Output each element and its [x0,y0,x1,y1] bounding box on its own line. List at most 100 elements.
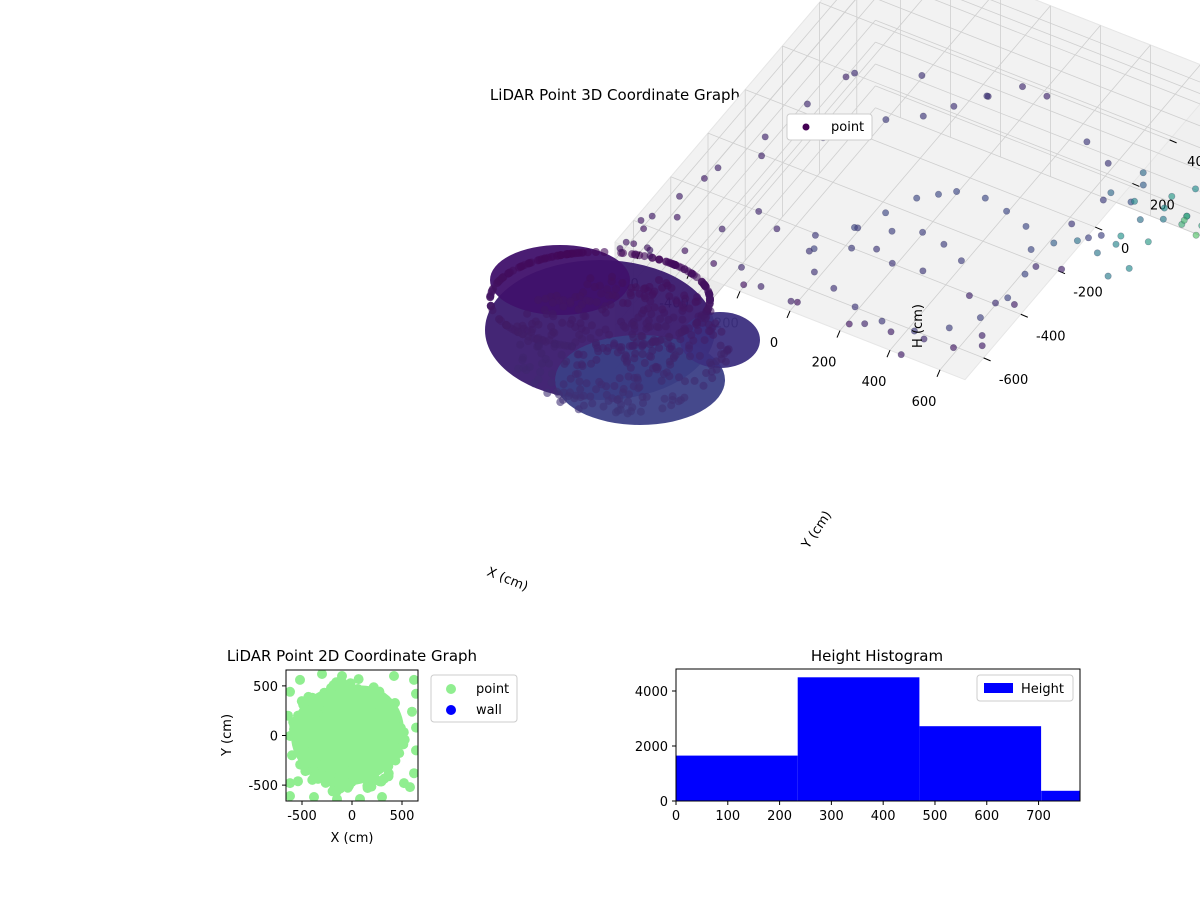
point-3d [1010,300,1018,308]
cloud-dot [690,376,699,385]
point-3d [740,281,748,289]
chart-2d-title: LiDAR Point 2D Coordinate Graph [227,647,477,665]
point-3d [1097,231,1105,239]
cloud-dot [704,327,713,336]
cloud-dot [598,344,607,352]
cloud-dot [680,265,689,274]
point-2d [287,750,297,761]
point-3d [978,342,986,350]
point-2d [389,671,399,681]
cloud-2d-dot [303,720,314,731]
point-3d [1136,216,1144,224]
cloud-dot [661,322,670,331]
point-3d [1027,246,1035,254]
cloud-dot [626,363,635,372]
y-tick-label: -400 [1036,329,1066,344]
chart-2d-points [286,670,418,801]
cloud-2d-dot [307,705,318,716]
point-3d [1159,215,1167,223]
cloud-2d-dot [380,729,391,740]
x-tick-label: 400 [862,375,887,390]
cloud-dot [610,382,619,390]
y-tick-label: 500 [253,680,278,695]
cloud-dot [607,277,616,286]
point-3d [648,212,656,220]
cloud-dot [633,375,642,384]
histogram-bar [676,755,798,801]
cloud-dot [595,328,604,337]
cloud-dot [548,369,556,378]
cloud-dot [635,251,644,260]
cloud-dot [535,256,544,264]
cloud-dot [587,321,596,330]
chart-3d-legend[interactable]: point [786,113,873,141]
cloud-dot [525,363,534,371]
cloud-dot [629,333,638,342]
cloud-2d-dot [359,766,370,777]
cloud-dot [687,331,696,339]
point-3d [1099,196,1107,204]
point-3d [1125,264,1133,272]
cloud-dot [613,348,622,357]
point-3d [920,335,928,343]
chart-histogram-legend-label: Height [1021,682,1064,697]
cloud-dot [567,342,576,351]
cloud-dot [586,392,595,401]
cloud-dot [489,284,498,293]
cloud-dot [527,328,536,337]
cloud-dot [597,289,606,298]
cloud-dot [576,385,585,394]
point-3d [976,314,984,322]
cloud-dot [667,401,676,410]
chart-histogram-legend[interactable]: Height [976,674,1074,702]
cloud-dot [555,390,564,399]
point-3d [773,225,781,233]
point-3d [681,247,689,255]
cloud-2d-dot [377,757,388,768]
x-tick-mark [936,369,941,378]
cloud-dot [638,332,647,341]
cloud-dot [636,407,645,416]
point-3d [700,174,708,182]
x-tick-mark [786,310,791,319]
cloud-dot [586,274,595,283]
cloud-dot [667,284,676,292]
chart-2d-legend[interactable]: point wall [430,674,518,723]
cloud-dot [680,393,689,402]
point-2d [295,674,305,685]
point-3d [646,252,654,260]
x-tick-label: 600 [974,809,999,824]
point-3d [1093,249,1101,257]
point-3d [919,228,927,236]
x-tick-label: 0 [348,809,356,824]
point-3d [1068,220,1076,228]
point-2d [286,791,295,801]
cloud-dot [549,312,558,321]
cloud-dot [559,302,568,311]
cloud-dot [511,326,520,335]
point-3d [934,190,942,198]
cloud-dot [516,340,525,349]
cloud-dot [650,337,659,346]
point-2d [337,671,347,681]
cloud-dot [599,402,608,411]
x-tick-label: 0 [672,809,680,824]
point-3d [630,240,638,248]
cloud-dot [631,349,640,358]
point-2d [407,706,417,717]
cloud-dot [557,350,566,359]
cloud-dot [676,335,685,344]
grid-y-floor [670,176,1021,315]
point-3d [1144,238,1152,246]
cloud-2d-dot [375,704,386,715]
cloud-dot [647,310,656,319]
cloud-dot [668,392,677,401]
point-3d [1107,189,1115,197]
cloud-dot [577,300,586,309]
x-tick-label: 0 [770,336,778,351]
grid-z-back [934,0,1200,105]
cloud-dot [547,378,556,387]
cloud-dot [534,320,543,329]
cloud-dot [706,296,714,305]
x-tick-mark [736,291,741,299]
